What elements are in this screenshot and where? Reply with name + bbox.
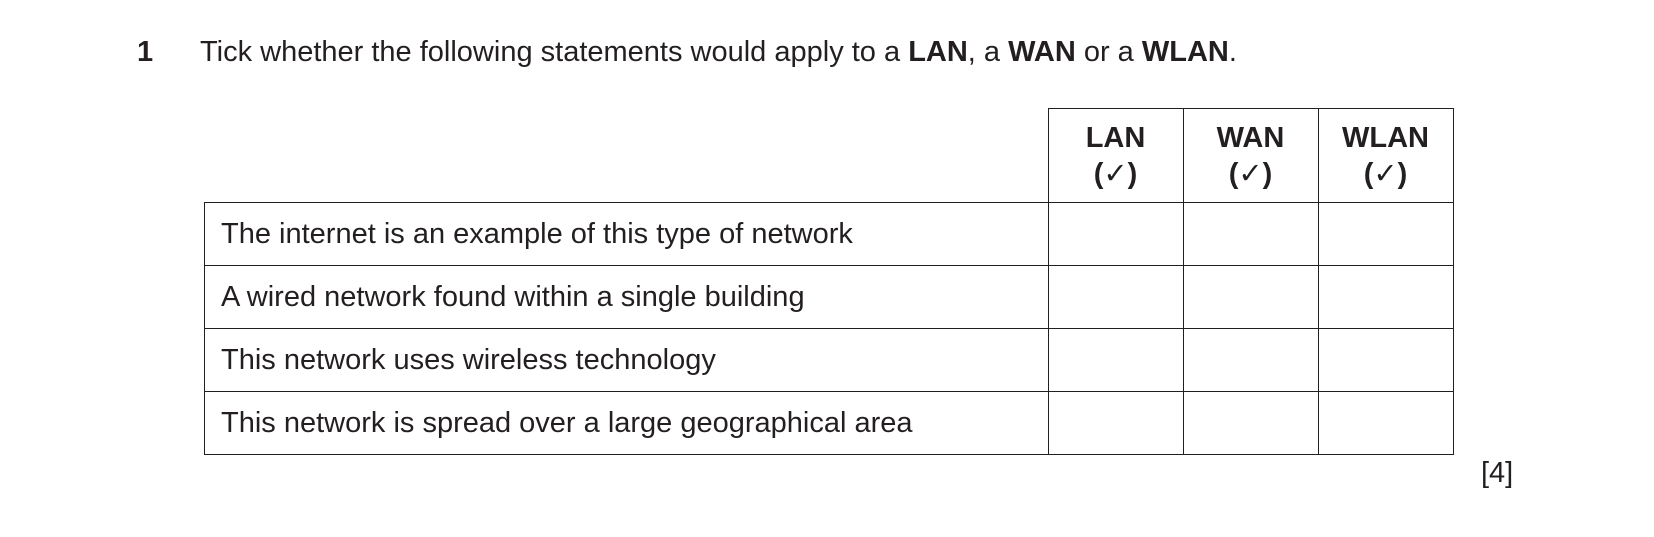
tick-cell-wan[interactable] bbox=[1182, 265, 1319, 329]
question-prompt: Tick whether the following statements wo… bbox=[200, 32, 1237, 72]
question-number: 1 bbox=[137, 36, 154, 68]
column-label: LAN bbox=[1085, 121, 1146, 154]
statement-text: A wired network found within a single bu… bbox=[204, 265, 1049, 329]
tick-mark-icon: (✓) bbox=[1363, 157, 1408, 190]
term-lan: LAN bbox=[908, 36, 968, 68]
table-row: The internet is an example of this type … bbox=[204, 202, 1454, 266]
prompt-text-mid-2: or a bbox=[1075, 36, 1142, 68]
column-header-lan: LAN (✓) bbox=[1047, 108, 1184, 203]
column-header-wlan: WLAN (✓) bbox=[1317, 108, 1454, 203]
tick-cell-wan[interactable] bbox=[1182, 328, 1319, 392]
tick-cell-lan[interactable] bbox=[1047, 391, 1184, 455]
table-row: This network is spread over a large geog… bbox=[204, 391, 1454, 455]
header-row: LAN (✓) WAN (✓) WLAN (✓) bbox=[204, 108, 1454, 203]
column-header-wan: WAN (✓) bbox=[1182, 108, 1319, 203]
tick-cell-lan[interactable] bbox=[1047, 328, 1184, 392]
header-blank bbox=[204, 108, 1049, 203]
tick-mark-icon: (✓) bbox=[1093, 157, 1138, 190]
tick-cell-lan[interactable] bbox=[1047, 265, 1184, 329]
tick-cell-wan[interactable] bbox=[1182, 391, 1319, 455]
tick-cell-wlan[interactable] bbox=[1317, 265, 1454, 329]
statement-text: The internet is an example of this type … bbox=[204, 202, 1049, 266]
tick-cell-wlan[interactable] bbox=[1317, 202, 1454, 266]
column-label: WLAN bbox=[1342, 121, 1429, 154]
tick-cell-wan[interactable] bbox=[1182, 202, 1319, 266]
term-wan: WAN bbox=[1008, 36, 1076, 68]
prompt-text-end: . bbox=[1228, 36, 1237, 68]
column-label: WAN bbox=[1216, 121, 1285, 154]
term-wlan: WLAN bbox=[1141, 36, 1229, 68]
prompt-text-mid-1: , a bbox=[967, 36, 1009, 68]
table-row: This network uses wireless technology bbox=[204, 328, 1454, 392]
marks-allocation: [4] bbox=[1481, 457, 1514, 489]
tick-cell-wlan[interactable] bbox=[1317, 328, 1454, 392]
statement-text: This network is spread over a large geog… bbox=[204, 391, 1049, 455]
tick-cell-lan[interactable] bbox=[1047, 202, 1184, 266]
answer-table: LAN (✓) WAN (✓) WLAN (✓) The internet is… bbox=[204, 108, 1454, 455]
tick-mark-icon: (✓) bbox=[1228, 157, 1273, 190]
statement-text: This network uses wireless technology bbox=[204, 328, 1049, 392]
tick-cell-wlan[interactable] bbox=[1317, 391, 1454, 455]
prompt-text-before: Tick whether the following statements wo… bbox=[200, 36, 909, 68]
table-row: A wired network found within a single bu… bbox=[204, 265, 1454, 329]
